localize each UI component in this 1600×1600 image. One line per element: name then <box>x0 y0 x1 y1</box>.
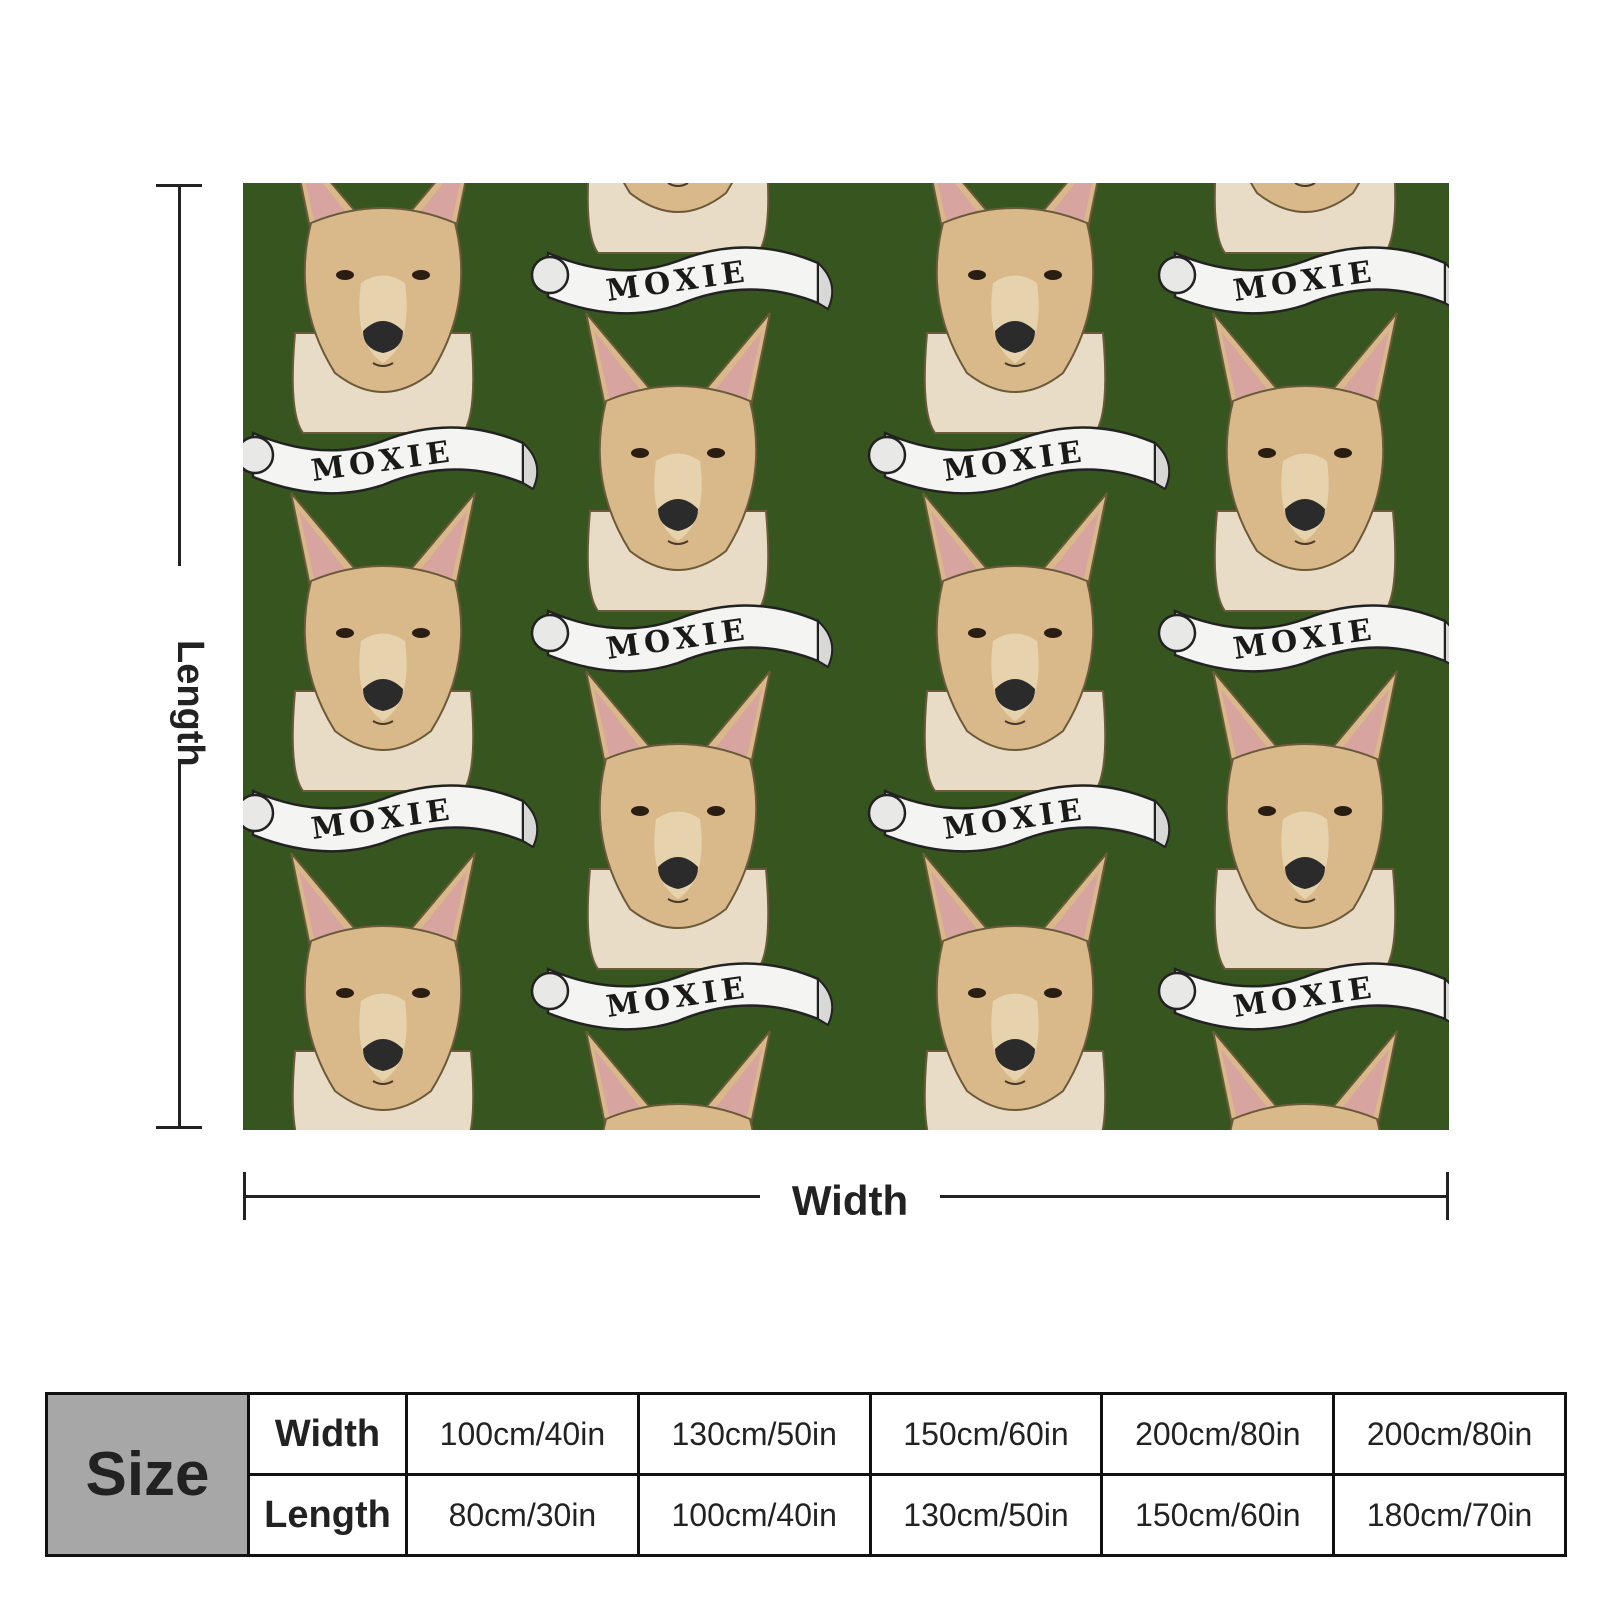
dog-motif: MOXIE <box>243 491 539 853</box>
size-header: Size <box>48 1395 250 1554</box>
length-ruler-line-top <box>178 184 181 566</box>
pattern-svg: MOXIEMOXIEMOXIEMOXIEMOXIEMOXIEMOXIEMOXIE… <box>243 183 1449 1130</box>
length-ruler-bottom-cap <box>156 1126 202 1129</box>
size-rows: Width 100cm/40in 130cm/50in 150cm/60in 2… <box>250 1395 1564 1554</box>
dog-motif: MOXIE <box>1157 669 1449 1031</box>
size-cell: 200cm/80in <box>1100 1395 1332 1473</box>
dog-motif: MOXIE <box>1157 311 1449 673</box>
size-row-length: Length 80cm/30in 100cm/40in 130cm/50in 1… <box>250 1473 1564 1554</box>
size-table: Size Width 100cm/40in 130cm/50in 150cm/6… <box>45 1392 1567 1557</box>
size-cell: 130cm/50in <box>636 1395 869 1473</box>
row-label-width: Width <box>250 1395 408 1473</box>
dog-motif-group: MOXIEMOXIEMOXIEMOXIEMOXIEMOXIEMOXIEMOXIE… <box>243 183 1449 1130</box>
width-label: Width <box>760 1177 940 1225</box>
dog-motif: MOXIE <box>530 1029 834 1130</box>
size-cell: 130cm/50in <box>868 1476 1101 1554</box>
row-label-length: Length <box>250 1476 408 1554</box>
size-cell: 180cm/70in <box>1332 1476 1564 1554</box>
size-row-width: Width 100cm/40in 130cm/50in 150cm/60in 2… <box>250 1395 1564 1473</box>
width-ruler-right-cap <box>1446 1172 1449 1220</box>
length-label: Length <box>169 640 211 767</box>
dog-motif: MOXIE <box>867 851 1171 1130</box>
size-cell: 150cm/60in <box>868 1395 1101 1473</box>
size-cell: 100cm/40in <box>439 1415 606 1452</box>
size-cell: 150cm/60in <box>1100 1476 1332 1554</box>
dog-motif: MOXIE <box>867 183 1171 495</box>
dog-motif: MOXIE <box>1157 1029 1449 1130</box>
dog-motif: MOXIE <box>243 183 539 495</box>
length-ruler-line-bottom <box>178 760 181 1128</box>
size-cell: 100cm/40in <box>636 1476 869 1554</box>
dog-motif: MOXIE <box>867 491 1171 853</box>
size-cell: 80cm/30in <box>448 1496 597 1533</box>
blanket-pattern-image: MOXIE MOXIE MOXIE MOXIE MOXIE MOXIE MOXIE MOXIE… <box>243 183 1449 1130</box>
dog-motif: MOXIE <box>243 851 539 1130</box>
dog-motif: MOXIE <box>530 311 834 673</box>
dog-motif: MOXIE <box>530 183 834 315</box>
dog-motif: MOXIE <box>1157 183 1449 315</box>
dog-motif: MOXIE <box>530 669 834 1031</box>
size-cell: 200cm/80in <box>1332 1395 1564 1473</box>
